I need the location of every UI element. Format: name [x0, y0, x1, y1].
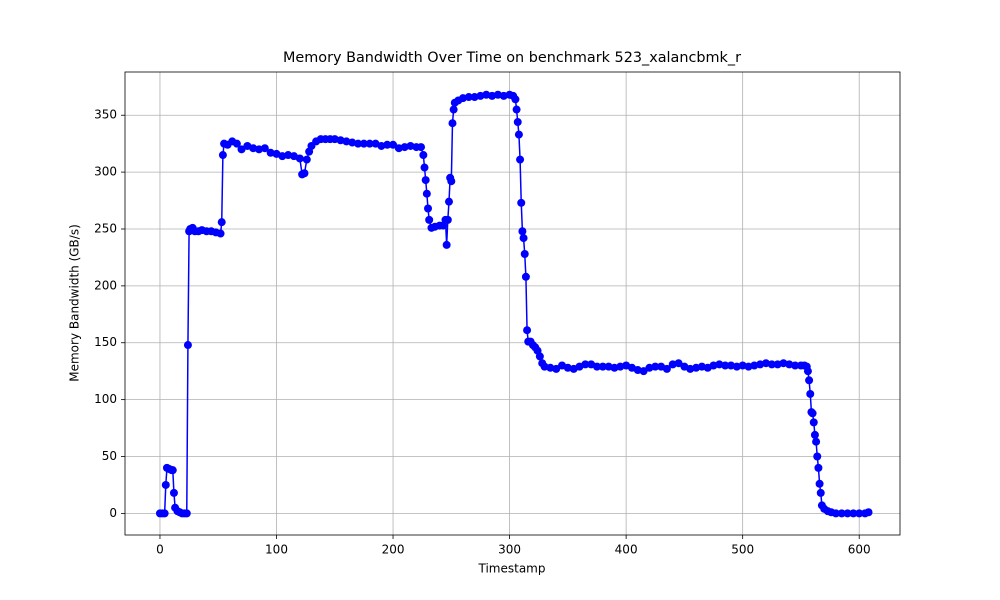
data-point	[813, 452, 822, 461]
data-point	[420, 163, 429, 172]
data-point	[849, 509, 858, 518]
data-point	[592, 362, 601, 371]
y-tick-label: 0	[109, 506, 117, 520]
data-point	[365, 139, 374, 148]
data-point	[237, 145, 246, 154]
data-point	[168, 466, 177, 475]
data-point	[598, 362, 607, 371]
data-point	[359, 139, 368, 148]
data-point	[448, 119, 457, 128]
y-tick-label: 350	[94, 108, 117, 122]
data-point	[721, 361, 730, 370]
data-point	[521, 272, 530, 281]
data-point	[552, 364, 561, 373]
data-point	[767, 360, 776, 369]
y-tick-label: 250	[94, 221, 117, 235]
x-tick-label: 300	[498, 543, 521, 557]
data-point	[218, 151, 227, 160]
data-point	[512, 105, 521, 114]
data-point	[295, 154, 304, 163]
data-point	[864, 508, 873, 517]
data-point	[216, 229, 225, 238]
data-point	[674, 359, 683, 368]
data-point	[809, 418, 818, 427]
data-point	[803, 367, 812, 376]
data-point	[519, 234, 528, 243]
data-point	[639, 367, 648, 376]
data-point	[161, 480, 170, 489]
data-point	[424, 204, 433, 213]
data-point	[464, 93, 473, 102]
x-tick-label: 100	[265, 543, 288, 557]
data-point	[443, 215, 452, 224]
data-point	[449, 105, 458, 114]
data-point	[812, 437, 821, 446]
x-tick-label: 0	[156, 543, 164, 557]
x-tick-label: 600	[848, 543, 871, 557]
data-point	[260, 144, 269, 153]
data-point	[523, 326, 532, 335]
x-tick-label: 400	[615, 543, 638, 557]
y-tick-label: 200	[94, 278, 117, 292]
data-point	[417, 143, 426, 152]
data-point	[444, 197, 453, 206]
data-point	[816, 488, 825, 497]
y-tick-label: 300	[94, 165, 117, 179]
data-point	[831, 509, 840, 518]
data-point	[302, 155, 311, 164]
data-point	[808, 409, 817, 418]
data-point	[160, 509, 169, 518]
data-point	[514, 130, 523, 139]
data-point	[425, 215, 434, 224]
data-point	[511, 95, 520, 104]
data-point	[651, 362, 660, 371]
data-point	[810, 430, 819, 439]
data-point	[354, 139, 363, 148]
data-point	[814, 463, 823, 472]
data-point	[791, 361, 800, 370]
data-point	[855, 509, 864, 518]
data-point	[389, 140, 398, 149]
data-point	[182, 509, 191, 518]
data-point	[383, 140, 392, 149]
data-point	[806, 389, 815, 398]
data-point	[518, 227, 527, 236]
data-point	[513, 118, 522, 127]
data-point	[422, 189, 431, 198]
data-point	[217, 218, 226, 227]
grid	[125, 72, 900, 535]
data-point	[517, 198, 526, 207]
data-point	[535, 352, 544, 361]
data-point	[662, 364, 671, 373]
data-point	[581, 360, 590, 369]
y-tick-label: 50	[102, 449, 117, 463]
data-point	[421, 176, 430, 185]
data-point	[520, 250, 529, 259]
plot	[155, 90, 873, 518]
data-point	[300, 169, 309, 178]
data-point	[805, 376, 814, 385]
y-axis-label: Memory Bandwidth (GB/s)	[68, 224, 82, 382]
data-point	[232, 139, 241, 148]
data-point	[815, 479, 824, 488]
chart-title: Memory Bandwidth Over Time on benchmark …	[283, 50, 741, 66]
data-point	[442, 240, 451, 249]
x-tick-label: 500	[731, 543, 754, 557]
x-axis-label: Timestamp	[478, 562, 546, 576]
data-point	[516, 155, 525, 164]
data-point	[183, 341, 192, 350]
y-tick-label: 100	[94, 392, 117, 406]
x-tick-label: 200	[382, 543, 405, 557]
data-point	[419, 151, 428, 160]
y-tick-label: 150	[94, 335, 117, 349]
plot-frame	[124, 71, 901, 536]
data-point	[843, 509, 852, 518]
data-point	[169, 488, 178, 497]
data-point	[447, 177, 456, 186]
data-point	[837, 509, 846, 518]
